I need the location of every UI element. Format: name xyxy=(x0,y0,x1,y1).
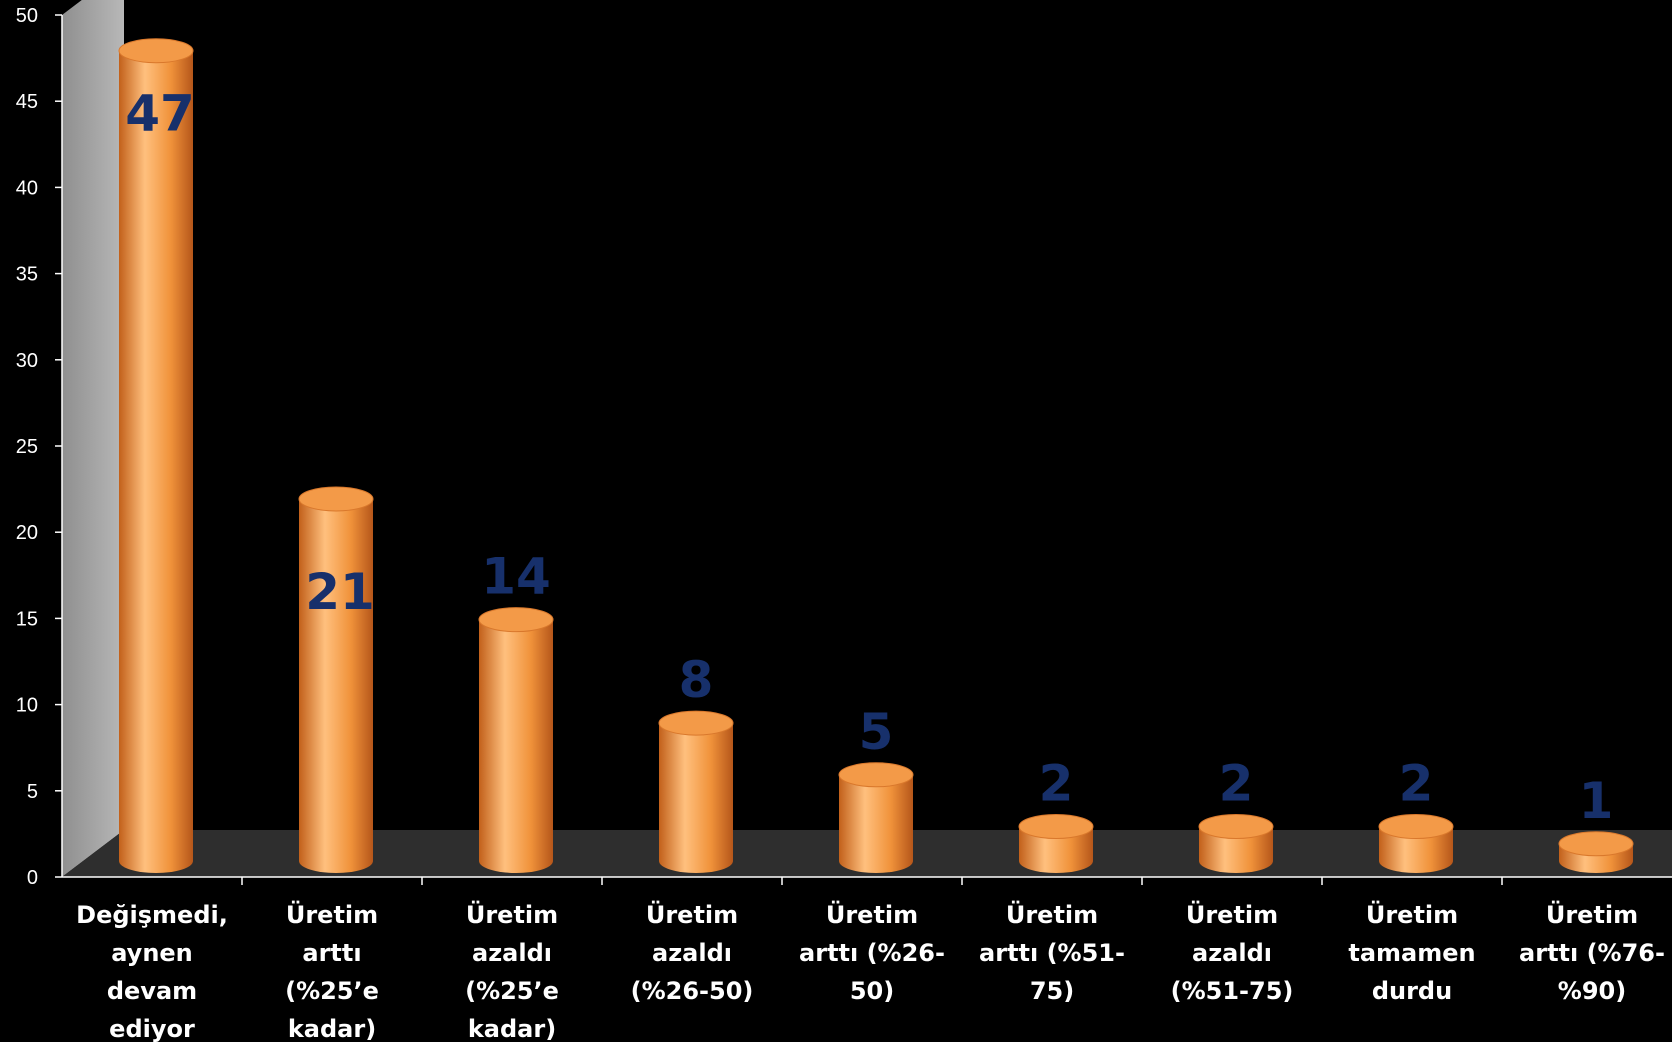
x-tick-label: Üretim arttı (%26-50) xyxy=(799,899,945,1005)
x-tick-label: Üretim arttı (%76-%90) xyxy=(1519,899,1665,1005)
y-tick-label: 0 xyxy=(27,867,38,889)
bar-top xyxy=(658,710,734,736)
data-label: 2 xyxy=(1039,755,1074,813)
bar xyxy=(298,486,374,873)
bar-top xyxy=(1378,814,1454,840)
bar xyxy=(658,710,734,873)
bar xyxy=(1018,814,1094,873)
y-tick-label: 25 xyxy=(16,436,38,458)
bar xyxy=(838,762,914,873)
y-tick-label: 30 xyxy=(16,350,38,372)
x-tick-label: Üretim azaldı (%26-50) xyxy=(631,899,754,1005)
x-tick-label: Değişmedi, aynen devam ediyor xyxy=(76,901,228,1042)
data-label: 2 xyxy=(1219,755,1254,813)
y-tick-label: 40 xyxy=(16,177,38,199)
bar-top xyxy=(1198,814,1274,840)
bar xyxy=(118,38,194,874)
x-tick-label: Üretim tamamen durdu xyxy=(1348,899,1475,1005)
y-tick-label: 15 xyxy=(16,608,38,630)
y-tick-label: 10 xyxy=(16,695,38,717)
bar-top xyxy=(838,762,914,788)
data-label: 1 xyxy=(1579,772,1614,830)
y-tick-label: 20 xyxy=(16,522,38,544)
data-label: 47 xyxy=(125,85,195,143)
x-tick-label: Üretim arttı (%51-75) xyxy=(979,899,1125,1005)
y-tick-label: 35 xyxy=(16,264,38,286)
bar xyxy=(1558,831,1634,873)
x-tick-label: Üretim azaldı (%51-75) xyxy=(1171,899,1294,1005)
y-tick-label: 5 xyxy=(27,781,38,803)
data-label: 14 xyxy=(481,548,551,606)
bar-body xyxy=(659,723,733,873)
bar-top xyxy=(478,607,554,633)
bar-top xyxy=(1558,831,1634,857)
data-label: 2 xyxy=(1399,755,1434,813)
chart-side-wall xyxy=(62,0,124,877)
bar-body xyxy=(299,498,373,873)
data-label: 8 xyxy=(679,651,714,709)
y-tick-label: 50 xyxy=(16,5,38,27)
bar xyxy=(1198,814,1274,873)
bar-body xyxy=(1019,826,1093,873)
bar xyxy=(1378,814,1454,873)
x-tick-label: Üretim azaldı (%25’e kadar) xyxy=(465,899,559,1042)
bar-top xyxy=(298,486,374,512)
x-tick-label: Üretim arttı (%25’e kadar) xyxy=(285,899,379,1042)
bar xyxy=(478,607,554,873)
bar-top xyxy=(1018,814,1094,840)
y-tick-label: 45 xyxy=(16,91,38,113)
bar-body xyxy=(1199,826,1273,873)
bar-body xyxy=(119,50,193,874)
bar-body xyxy=(1379,826,1453,873)
data-label: 5 xyxy=(859,703,894,761)
bar-body xyxy=(839,774,913,873)
bar-body xyxy=(479,619,553,873)
bar-top xyxy=(118,38,194,64)
data-label: 21 xyxy=(305,563,375,621)
